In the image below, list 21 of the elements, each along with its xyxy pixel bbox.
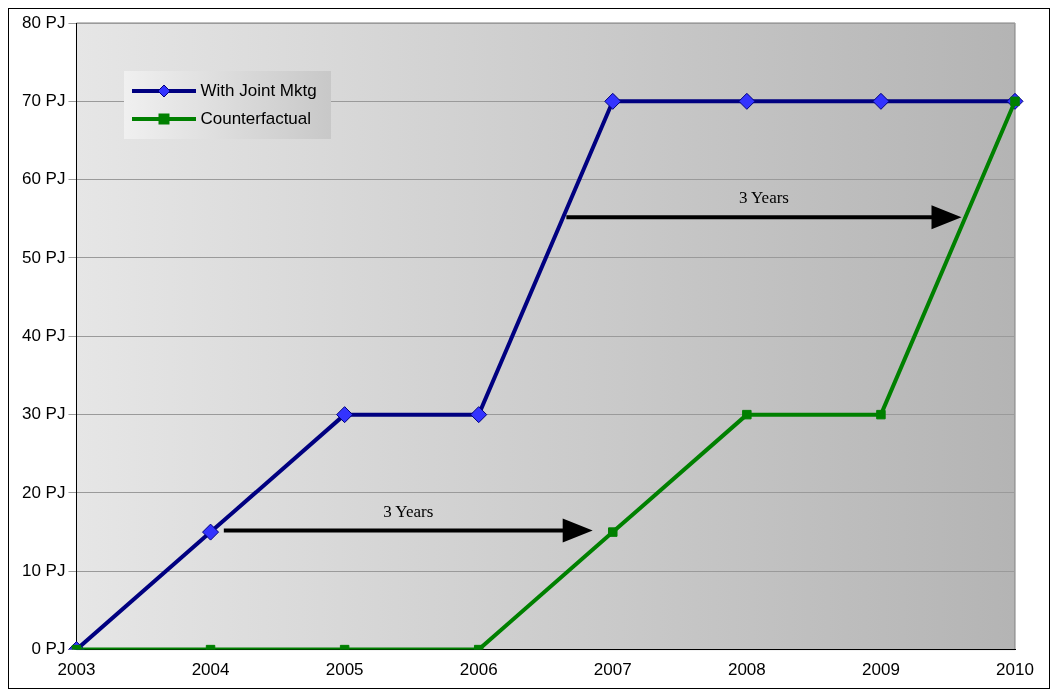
y-tick-label: 40 PJ	[21, 325, 66, 345]
x-tick-label: 2005	[325, 660, 364, 680]
x-tick-label: 2006	[459, 660, 498, 680]
x-tick-label: 2009	[862, 660, 900, 680]
y-tick-label: 60 PJ	[21, 169, 66, 189]
y-tick-label: 30 PJ	[21, 404, 66, 424]
y-tick-label: 0 PJ	[31, 639, 66, 659]
annotation: 3 Years	[738, 188, 789, 208]
x-tick-label: 2008	[727, 660, 766, 680]
x-tick-label: 2007	[593, 660, 632, 680]
x-tick-label: 2003	[57, 660, 96, 680]
legend-label: With Joint Mktg	[200, 81, 317, 101]
annotation: 3 Years	[383, 501, 434, 521]
x-tick-label: 2004	[191, 660, 230, 680]
y-tick-label: 70 PJ	[21, 91, 66, 111]
y-tick-label: 50 PJ	[21, 247, 66, 267]
y-tick-label: 10 PJ	[21, 560, 66, 580]
x-tick-label: 2010	[996, 660, 1034, 680]
y-tick-label: 80 PJ	[21, 12, 66, 32]
y-tick-label: 20 PJ	[21, 482, 66, 502]
legend-label: Counterfactual	[200, 109, 312, 129]
